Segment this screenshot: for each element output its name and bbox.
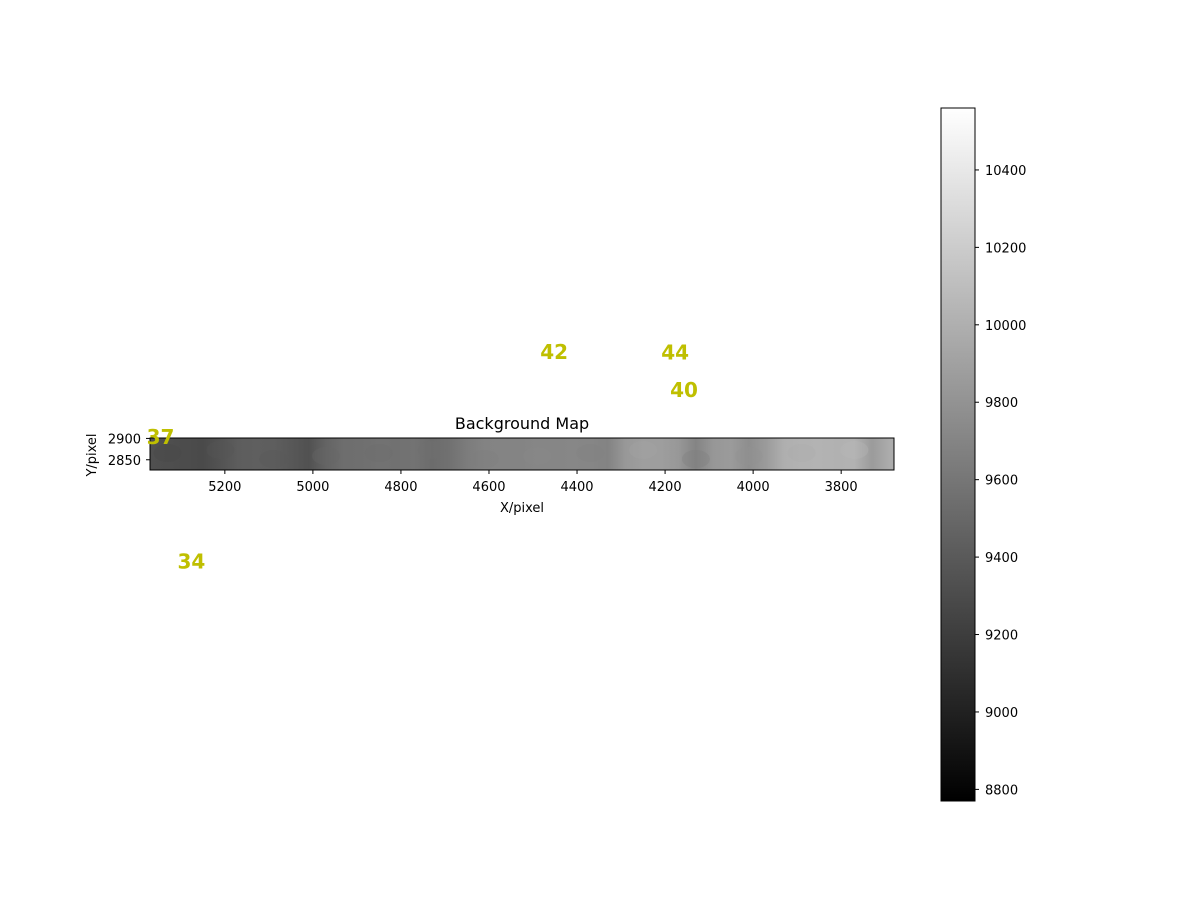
chart-title: Background Map <box>455 414 589 433</box>
source-label: 42 <box>540 340 568 364</box>
background-texture-blob <box>259 450 288 468</box>
background-texture-blob <box>417 441 446 459</box>
colorbar-tick-label: 9200 <box>985 629 1018 644</box>
background-map-texture <box>153 441 869 468</box>
background-texture-blob <box>206 441 235 459</box>
colorbar-tick-label: 9800 <box>985 396 1018 411</box>
x-tick-label: 4600 <box>472 480 505 495</box>
source-label: 44 <box>661 341 689 365</box>
x-axis-ticks: 5200 5000 4800 4600 4400 4200 4000 3800 <box>208 470 858 495</box>
source-label: 37 <box>147 425 175 449</box>
colorbar-tick-label: 8800 <box>985 783 1018 798</box>
x-tick-label: 5000 <box>296 480 329 495</box>
colorbar-tick-label: 9400 <box>985 551 1018 566</box>
background-texture-blob <box>523 447 552 465</box>
background-texture-blob <box>787 444 816 462</box>
colorbar-tick-label: 9600 <box>985 474 1018 489</box>
main-axes: Background Map 5200 5000 4800 4600 4400 4200 4… <box>85 414 895 516</box>
x-tick-label: 5200 <box>208 480 241 495</box>
x-tick-label: 4400 <box>560 480 593 495</box>
colorbar-tick-label: 10000 <box>985 319 1026 334</box>
colorbar-ticks: 8800 9000 9200 9400 9600 9800 10000 10200 10400 <box>975 164 1026 798</box>
colorbar-frame <box>940 107 976 802</box>
x-axis-label: X/pixel <box>500 501 544 516</box>
x-tick-label: 4000 <box>737 480 770 495</box>
source-labels: 42 44 40 37 34 <box>147 340 698 573</box>
source-label: 40 <box>670 378 698 402</box>
x-tick-label: 4200 <box>649 480 682 495</box>
y-axis-ticks: 2850 2900 <box>108 432 150 469</box>
background-texture-blob <box>840 441 869 459</box>
x-tick-label: 4800 <box>384 480 417 495</box>
background-texture-blob <box>681 450 710 468</box>
background-texture-blob <box>364 444 393 462</box>
y-tick-label: 2850 <box>108 454 141 469</box>
y-axis-label: Y/pixel <box>85 433 100 477</box>
colorbar-tick-label: 10200 <box>985 241 1026 256</box>
background-texture-blob <box>312 447 341 465</box>
colorbar-tick-label: 10400 <box>985 164 1026 179</box>
colorbar-tick-label: 9000 <box>985 706 1018 721</box>
colorbar: 8800 9000 9200 9400 9600 9800 10000 10200 10400 <box>940 107 1026 802</box>
background-texture-blob <box>153 444 182 462</box>
axes-frame <box>149 437 895 471</box>
x-tick-label: 3800 <box>825 480 858 495</box>
source-label: 34 <box>177 549 205 573</box>
background-texture-blob <box>576 444 605 462</box>
colorbar-gradient <box>941 108 975 801</box>
background-texture-blob <box>629 441 658 459</box>
background-texture-blob <box>470 450 499 468</box>
background-texture-blob <box>734 447 763 465</box>
background-map-image <box>150 438 894 470</box>
y-tick-label: 2900 <box>108 432 141 447</box>
